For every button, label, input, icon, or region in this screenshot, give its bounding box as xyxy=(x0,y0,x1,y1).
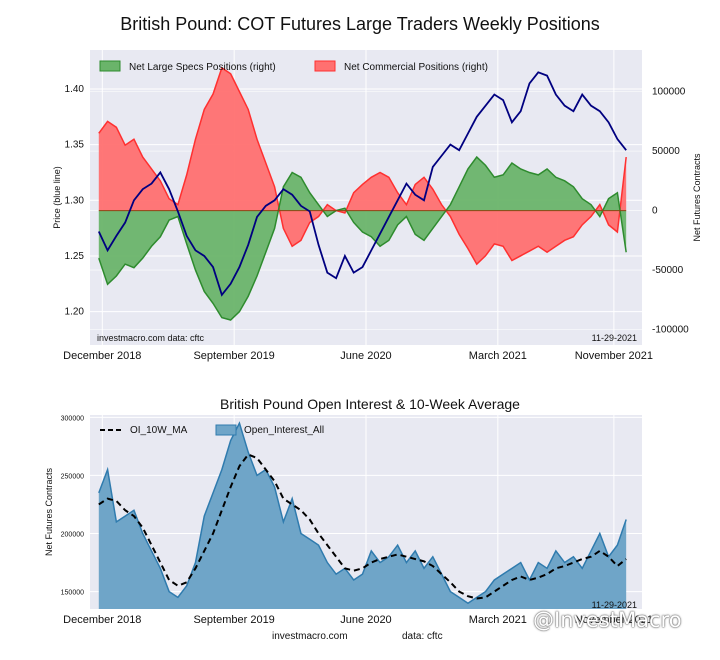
positions-areas xyxy=(98,66,627,321)
date-note: 11-29-2021 xyxy=(592,333,637,343)
date-tick-label: December 2018 xyxy=(63,614,141,626)
date-tick-label: September 2019 xyxy=(193,614,274,626)
oi-axis-label: Net Futures Contracts xyxy=(44,467,54,556)
legend-label-oi: Open_Interest_All xyxy=(244,425,324,436)
oi-legend: OI_10W_MA Open_Interest_All xyxy=(100,424,324,436)
date-tick-label: March 2021 xyxy=(469,614,527,626)
oi-tick-label: 200000 xyxy=(61,531,84,538)
contracts-tick-label: -50000 xyxy=(652,265,684,276)
legend-swatch-specs xyxy=(99,60,121,72)
price-line-group xyxy=(97,71,627,297)
legend-label-commercial: Net Commercial Positions (right) xyxy=(344,62,488,73)
oi-tick-label: 250000 xyxy=(61,473,84,480)
net-contracts-axis-label: Net Futures Contracts xyxy=(692,153,702,242)
positions-chart: 1.20 1.25 1.30 1.35 1.40 -100000 -50000 0 50000 1… xyxy=(52,50,702,362)
page-title: British Pound: COT Futures Large Traders… xyxy=(120,14,600,34)
date-tick-label: June 2020 xyxy=(340,614,391,626)
oi-ticks: 150000 200000 250000 300000 December 2018 Sep… xyxy=(61,415,653,626)
oi-date-note: 11-29-2021 xyxy=(592,600,637,610)
open-interest-chart: 150000 200000 250000 300000 December 2018 Sep… xyxy=(44,415,653,626)
contracts-tick-label: 100000 xyxy=(652,87,686,98)
date-tick-label: December 2018 xyxy=(63,350,141,362)
price-tick-label: 1.35 xyxy=(65,140,85,151)
specs-area xyxy=(98,157,627,321)
oi-tick-label: 150000 xyxy=(61,590,84,597)
specs-line xyxy=(98,155,627,321)
price-tick-label: 1.40 xyxy=(65,84,85,95)
watermark: @InvestMacro xyxy=(533,608,682,632)
contracts-tick-label: 50000 xyxy=(652,146,680,157)
legend-label-ma: OI_10W_MA xyxy=(130,425,188,436)
oi-area xyxy=(98,423,627,609)
legend-swatch-oi xyxy=(215,424,237,436)
footer-data: data: cftc xyxy=(402,631,443,642)
date-tick-label: November 2021 xyxy=(575,350,653,362)
price-tick-label: 1.25 xyxy=(65,251,85,262)
positions-legend: Net Large Specs Positions (right) Net Co… xyxy=(99,60,488,73)
contracts-tick-label: 0 xyxy=(652,206,658,217)
source-note: investmacro.com data: cftc xyxy=(97,333,205,343)
legend-label-specs: Net Large Specs Positions (right) xyxy=(129,62,276,73)
legend-swatch-commercial xyxy=(314,60,336,72)
oi-tick-label: 300000 xyxy=(61,415,84,422)
oi-chart-title: British Pound Open Interest & 10-Week Av… xyxy=(220,396,520,412)
commercial-area xyxy=(98,67,627,265)
date-tick-label: June 2020 xyxy=(340,350,391,362)
oi-areas xyxy=(98,421,627,609)
oi-line xyxy=(98,421,627,605)
price-line xyxy=(97,71,627,297)
contracts-tick-label: -100000 xyxy=(652,325,689,336)
date-tick-label: March 2021 xyxy=(469,350,527,362)
price-tick-label: 1.30 xyxy=(65,195,85,206)
price-tick-label: 1.20 xyxy=(65,307,85,318)
date-tick-label: September 2019 xyxy=(193,350,274,362)
positions-ticks: 1.20 1.25 1.30 1.35 1.40 -100000 -50000 0 50000 1… xyxy=(63,84,689,362)
date-tick-label: November 2021 xyxy=(575,614,653,626)
footer-source: investmacro.com xyxy=(272,631,348,642)
commercial-line xyxy=(98,66,627,266)
price-axis-label: Price (blue line) xyxy=(52,166,62,229)
